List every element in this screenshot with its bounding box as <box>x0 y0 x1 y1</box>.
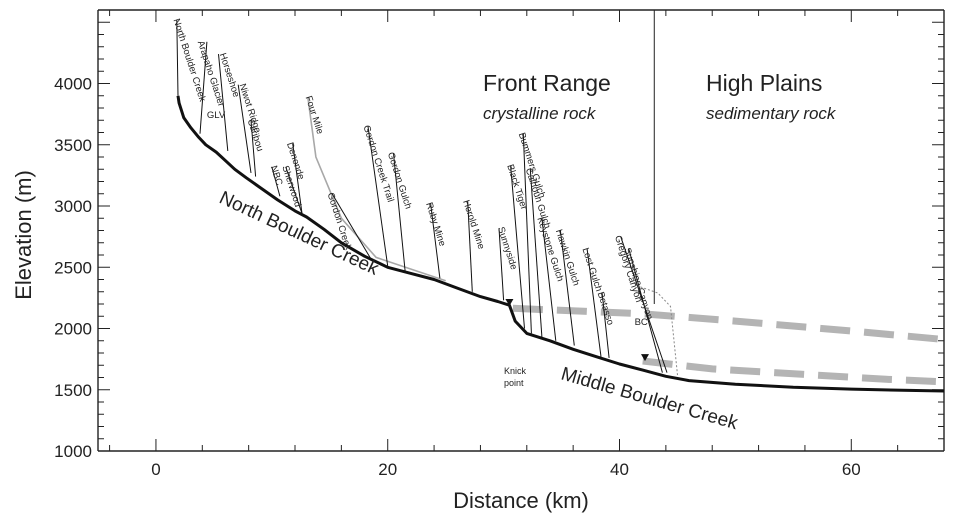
y-tick-label: 3500 <box>54 136 92 155</box>
tributary-gordon-creek <box>331 193 372 261</box>
tributary-profiles <box>176 19 668 373</box>
y-tick-label: 4000 <box>54 75 92 94</box>
tributary-gordon-gulch <box>393 153 406 271</box>
region-title-front-range: Front Range <box>483 70 611 96</box>
annotation-point: point <box>504 378 524 388</box>
tributary-betasso <box>601 292 610 358</box>
tributary-arapaho-glacier <box>199 41 208 134</box>
y-tick-label: 3000 <box>54 197 92 216</box>
annotation-knick: Knick <box>504 366 527 376</box>
tributary-calhoun-gulch <box>529 169 543 338</box>
x-tick-label: 40 <box>610 460 629 479</box>
tributary-four-mile <box>307 96 446 282</box>
tributary-denonde <box>292 143 303 214</box>
main-stem <box>176 95 945 393</box>
tributary-label-lost-gulch: Lost Gulch <box>580 246 604 293</box>
tributary-black-tiger <box>510 165 525 329</box>
knickpoint-marker <box>505 299 514 306</box>
dashed-profile-line <box>512 304 945 343</box>
tick-labels: 1000 1500 2000 2500 3000 3500 4000 0 20 40 60 <box>54 75 861 480</box>
tributary-label-four-mile: Four Mile <box>303 95 326 136</box>
x-axis-title: Distance (km) <box>453 488 589 513</box>
dashed-profile-line <box>642 357 945 386</box>
tributary-lost-gulch <box>586 248 602 357</box>
tributary-niwot-ridge <box>237 84 252 173</box>
tributary-hawkin-gulch <box>559 230 575 346</box>
tributary-label-herold-mine: Herold Mine <box>460 199 486 251</box>
tributary-herold-mine <box>467 201 473 292</box>
knickpoint-marker <box>641 354 650 362</box>
y-tick-label: 1000 <box>54 442 92 461</box>
dotted-profile <box>640 286 678 376</box>
tributary-sunnyside <box>498 228 505 301</box>
axis-ticks <box>98 9 945 452</box>
tributary-gordon-creek-trail <box>367 126 389 267</box>
region-subtitle-high-plains: sedimentary rock <box>706 104 837 123</box>
tributary-label-betasso: Betasso <box>595 291 616 327</box>
dashed-profiles <box>512 304 945 386</box>
tributary-label-sunnyside: Sunnyside <box>495 226 519 272</box>
tributary-nbc <box>271 166 281 197</box>
creek-label-middle-boulder: Middle Boulder Creek <box>559 364 741 435</box>
tributary-horseshoe <box>218 54 229 151</box>
y-tick-label: 2500 <box>54 258 92 277</box>
x-tick-label: 60 <box>842 460 861 479</box>
knickpoint-markers <box>505 299 650 362</box>
dotted-profile-line <box>640 286 678 376</box>
x-tick-label: 0 <box>151 460 160 479</box>
x-tick-label: 20 <box>378 460 397 479</box>
tributary-north-boulder-creek <box>176 19 179 96</box>
y-tick-label: 2000 <box>54 320 92 339</box>
tributary-label-ruby-mine: Ruby Mine <box>423 201 447 248</box>
region-title-high-plains: High Plains <box>706 70 822 96</box>
tributary-ruby-mine <box>430 203 441 279</box>
tributary-sunshine-canyon <box>628 248 663 373</box>
main-stem-line <box>176 95 945 393</box>
label-glv: GLV <box>207 110 226 121</box>
tributary-bummers-gulch <box>522 133 532 334</box>
tributary-caribou <box>250 120 257 177</box>
tributary-sherwood <box>285 166 303 214</box>
y-tick-label: 1500 <box>54 381 92 400</box>
region-subtitle-front-range: crystalline rock <box>483 104 597 123</box>
label-bc: BC <box>635 317 648 328</box>
tributary-keystone-gulch <box>541 218 557 341</box>
y-axis-title: Elevation (m) <box>11 170 36 300</box>
